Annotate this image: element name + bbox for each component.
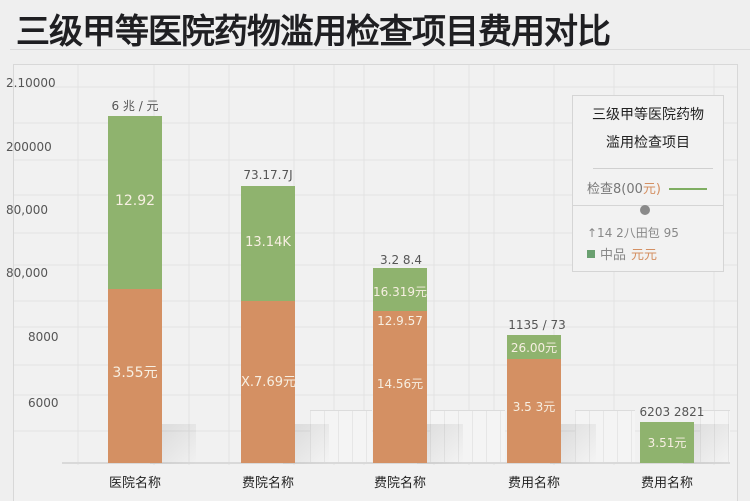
bar-total-label: 1135 / 73 [508, 318, 566, 332]
x-axis-baseline [62, 462, 730, 464]
legend-box: 三级甲等医院药物 滥用检查项目 检查8(00元) ↑14 2八田包 95 中品 … [572, 95, 724, 272]
category-label: 费用名称 [640, 476, 693, 491]
legend-swatch-icon [587, 249, 595, 258]
bar-segment-orange[interactable]: 3.5 3元 [507, 359, 561, 463]
y-tick: 80,000 [6, 266, 48, 280]
bar-total-label: 6203 2821 [639, 405, 705, 419]
legend-subtitle: 滥用检查项目 [606, 135, 690, 151]
category-label: 医院名称 [108, 476, 161, 491]
y-tick: 80,000 [6, 203, 48, 217]
bar-segment-green[interactable]: 3.51元 [640, 422, 694, 463]
segment-value: 12.9.57 [377, 314, 423, 328]
title-divider [10, 49, 750, 50]
segment-value: 16.319元 [373, 285, 427, 299]
bar-segment-orange[interactable]: 12.9.57 14.56元 [373, 311, 427, 463]
background-fence [575, 410, 635, 463]
bar-total-label: 73.17.7J [243, 168, 293, 182]
y-tick: 200000 [6, 140, 52, 154]
category-label: 费用名称 [507, 476, 560, 491]
legend-title: 三级甲等医院药物 [592, 107, 704, 123]
legend-divider [593, 168, 713, 169]
y-tick: 2.10000 [6, 76, 56, 90]
bar-3[interactable]: 16.319元 12.9.57 14.56元 [373, 268, 427, 463]
category-label: 费院名称 [241, 476, 294, 491]
legend-item-1: 检查8(00元) [587, 178, 661, 197]
bar-1[interactable]: 12.92 3.55元 [108, 116, 162, 463]
bar-segment-green[interactable]: 12.92 [108, 116, 162, 289]
bar-2[interactable]: 13.14K X.7.69元 [241, 186, 296, 463]
y-tick: 8000 [28, 330, 59, 344]
legend-item-label: 检查8(00 [587, 182, 643, 197]
bar-segment-green[interactable]: 26.00元 [507, 335, 561, 359]
legend-item-unit: 元元 [631, 248, 658, 263]
segment-value: 3.5 3元 [512, 400, 556, 414]
background-fence [700, 410, 730, 463]
legend-item-3: 中品 元元 [587, 244, 657, 263]
segment-value: 14.56元 [376, 377, 424, 391]
segment-value: 3.51元 [647, 436, 687, 450]
segment-value: 13.14K [245, 235, 291, 250]
legend-line-swatch [669, 188, 707, 190]
bar-5[interactable]: 3.51元 [640, 422, 694, 463]
bar-segment-green[interactable]: 13.14K [241, 186, 295, 301]
bar-4[interactable]: 26.00元 3.5 3元 [507, 335, 561, 463]
bar-segment-orange[interactable]: 3.55元 [108, 289, 162, 463]
segment-value: 26.00元 [510, 341, 558, 355]
chart-title: 三级甲等医院药物滥用检查项目费用对比 [16, 12, 611, 52]
legend-item-unit: 元) [642, 182, 661, 197]
bar-segment-green[interactable]: 16.319元 [373, 268, 427, 311]
legend-item-2: ↑14 2八田包 95 [587, 226, 679, 240]
bar-total-label: 3.2 8.4 [380, 253, 422, 267]
legend-dot-icon [640, 205, 650, 215]
y-tick: 6000 [28, 396, 59, 410]
background-fence [310, 410, 372, 463]
segment-value: X.7.69元 [241, 375, 296, 390]
segment-value: 3.55元 [112, 365, 158, 381]
segment-value: 12.92 [114, 193, 156, 209]
bar-total-label: 6 兆 / 元 [111, 99, 159, 113]
background-fence [430, 410, 505, 463]
legend-item-label: 中品 [600, 248, 627, 263]
bar-segment-orange[interactable]: X.7.69元 [241, 301, 296, 463]
category-label: 费院名称 [373, 476, 426, 491]
